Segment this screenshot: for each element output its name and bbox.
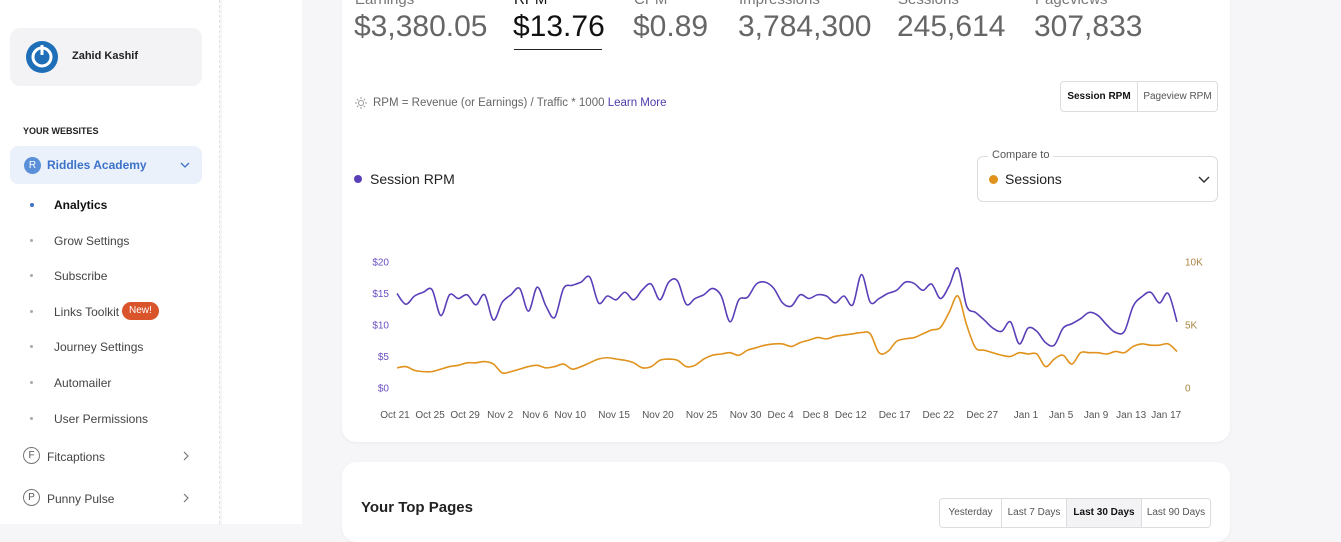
x-tick-label: Dec 27 bbox=[966, 410, 998, 421]
compare-label: Compare to bbox=[988, 149, 1054, 161]
x-tick-label: Jan 17 bbox=[1151, 410, 1181, 421]
section-title: YOUR WEBSITES bbox=[23, 126, 99, 136]
x-tick-label: Nov 25 bbox=[686, 410, 718, 421]
compare-dropdown[interactable]: Compare to Sessions bbox=[977, 149, 1218, 202]
metric-value[interactable]: 245,614 bbox=[897, 10, 1006, 43]
x-tick-label: Dec 8 bbox=[803, 410, 830, 421]
y-tick-label: $0 bbox=[378, 384, 390, 395]
analytics-card: Earnings $3,380.05 RPM $13.76 CPM $0.89 … bbox=[342, 0, 1230, 442]
y-tick-label: $15 bbox=[372, 289, 389, 300]
user-card[interactable]: Zahid Kashif bbox=[10, 28, 202, 86]
site-initial: P bbox=[23, 489, 40, 506]
nav-item[interactable]: User Permissions bbox=[54, 412, 149, 426]
metric-label: Pageviews bbox=[1035, 0, 1108, 8]
nav-dot bbox=[30, 203, 34, 207]
metric-label: Impressions bbox=[739, 0, 820, 8]
x-tick-label: Jan 9 bbox=[1084, 410, 1109, 421]
chevron bbox=[183, 493, 189, 503]
metric-value[interactable]: $13.76 bbox=[513, 10, 605, 43]
x-tick-label: Nov 15 bbox=[598, 410, 630, 421]
nav-dot bbox=[30, 417, 33, 420]
range-tab[interactable]: Last 90 Days bbox=[1141, 499, 1210, 527]
gutter bbox=[222, 0, 302, 524]
x-tick-label: Nov 30 bbox=[730, 410, 762, 421]
sun-icon bbox=[355, 97, 367, 109]
formula: RPM = Revenue (or Earnings) / Traffic * … bbox=[373, 97, 667, 109]
range-tab[interactable]: Yesterday bbox=[948, 507, 993, 518]
site-initial: F bbox=[23, 447, 40, 464]
nav-item[interactable]: Links Toolkit bbox=[54, 305, 120, 319]
x-tick-label: Nov 2 bbox=[487, 410, 514, 421]
avatar bbox=[26, 41, 58, 73]
new-badge: New! bbox=[122, 302, 159, 320]
metric-value[interactable]: 307,833 bbox=[1034, 10, 1143, 43]
x-tick-label: Oct 29 bbox=[450, 410, 480, 421]
toggle-button[interactable]: Pageview RPM bbox=[1137, 82, 1217, 111]
site-name[interactable]: Fitcaptions bbox=[47, 450, 106, 464]
chevron bbox=[180, 162, 190, 168]
y2-tick-label: 10K bbox=[1185, 258, 1203, 269]
y-tick-label: $20 bbox=[372, 258, 389, 269]
range-tab[interactable]: Last 30 Days bbox=[1066, 499, 1141, 527]
metric-label: Earnings bbox=[355, 0, 414, 8]
user-name: Zahid Kashif bbox=[72, 50, 139, 62]
nav-dot bbox=[30, 381, 33, 384]
x-tick-label: Nov 20 bbox=[642, 410, 674, 421]
series-line bbox=[396, 295, 1178, 375]
x-tick-label: Dec 4 bbox=[768, 410, 795, 421]
legend-dot bbox=[354, 175, 362, 183]
range-tab[interactable]: Last 7 Days bbox=[1001, 499, 1066, 527]
nav-item[interactable]: Journey Settings bbox=[54, 340, 144, 354]
chevron bbox=[183, 451, 189, 461]
compare-value: Sessions bbox=[1005, 171, 1062, 187]
section-title: Your Top Pages bbox=[361, 499, 473, 516]
x-tick-label: Dec 17 bbox=[879, 410, 911, 421]
nav-item[interactable]: Automailer bbox=[54, 376, 112, 390]
compare-dot bbox=[989, 175, 998, 184]
site-name: Riddles Academy bbox=[47, 158, 147, 172]
metric-underline bbox=[514, 49, 602, 50]
nav-item[interactable]: Analytics bbox=[54, 198, 108, 212]
page: {"sidebar":{"user":"Zahid Kashif","secti… bbox=[0, 0, 1230, 528]
y2-tick-label: 5K bbox=[1185, 321, 1198, 332]
x-tick-label: Oct 21 bbox=[380, 410, 410, 421]
formula-text: RPM = Revenue (or Earnings) / Traffic * … bbox=[373, 97, 605, 109]
nav-item[interactable]: Grow Settings bbox=[54, 234, 130, 248]
metric-value[interactable]: $3,380.05 bbox=[354, 10, 488, 43]
top-pages-card: Your Top Pages Yesterday Last 7 Days Las… bbox=[342, 462, 1230, 542]
nav-dot bbox=[30, 239, 33, 242]
site-row-active[interactable]: R Riddles Academy bbox=[10, 146, 202, 184]
toggle-button[interactable]: Session RPM bbox=[1067, 91, 1131, 102]
sidebar: Zahid Kashif YOUR WEBSITES R Riddles Aca… bbox=[0, 0, 220, 524]
x-tick-label: Jan 1 bbox=[1014, 410, 1039, 421]
nav-dot bbox=[30, 345, 33, 348]
metric-label: Sessions bbox=[898, 0, 959, 8]
nav-dot bbox=[30, 310, 33, 313]
y2-tick-label: 0 bbox=[1185, 384, 1191, 395]
series-line bbox=[396, 267, 1178, 347]
x-tick-label: Nov 6 bbox=[522, 410, 549, 421]
site-name[interactable]: Punny Pulse bbox=[47, 492, 115, 506]
legend-label: Session RPM bbox=[370, 171, 455, 187]
x-tick-label: Jan 13 bbox=[1116, 410, 1146, 421]
x-tick-label: Jan 5 bbox=[1049, 410, 1074, 421]
metric-label: CPM bbox=[634, 0, 667, 8]
nav-dot bbox=[30, 274, 33, 277]
nav-item[interactable]: Subscribe bbox=[54, 269, 108, 283]
metric-value[interactable]: $0.89 bbox=[633, 10, 709, 43]
y-tick-label: $5 bbox=[378, 352, 390, 363]
y-tick-label: $10 bbox=[372, 321, 389, 332]
x-tick-label: Dec 12 bbox=[835, 410, 867, 421]
metric-label: RPM bbox=[514, 0, 547, 8]
chevron bbox=[1198, 176, 1210, 184]
x-tick-label: Dec 22 bbox=[923, 410, 955, 421]
x-tick-label: Nov 10 bbox=[554, 410, 586, 421]
x-tick-label: Oct 25 bbox=[415, 410, 445, 421]
rpm-toggle: Session RPM Pageview RPM bbox=[1060, 81, 1218, 112]
learn-more[interactable]: Learn More bbox=[607, 97, 667, 109]
metric-value[interactable]: 3,784,300 bbox=[738, 10, 872, 43]
chart: $0 $5 $10 $15 $20 0 5K 10K Oct 21 Oct 25 Oct 29 Nov… bbox=[372, 258, 1203, 422]
site-initial: R bbox=[24, 157, 41, 174]
